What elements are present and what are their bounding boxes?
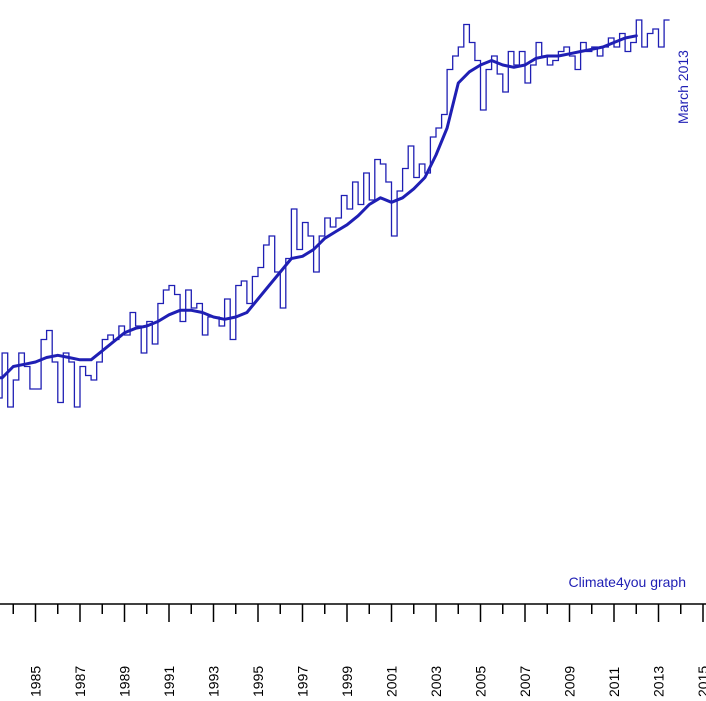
credit-annotation: Climate4you graph <box>568 574 686 590</box>
running-mean-line <box>0 34 638 380</box>
x-tick-label: 1987 <box>72 666 88 697</box>
x-axis: 1983198519871989199119931995199719992001… <box>0 603 706 697</box>
x-tick-label: 2007 <box>517 666 533 697</box>
x-tick-label: 2005 <box>473 666 489 697</box>
x-tick-label: 2011 <box>606 667 622 697</box>
date-annotation: March 2013 <box>675 50 691 124</box>
monthly-step-line <box>0 19 670 408</box>
x-tick-label: 1991 <box>161 666 177 697</box>
x-tick-label: 2015 <box>695 666 706 697</box>
x-tick-label: 1989 <box>117 666 133 697</box>
x-tick-label: 2013 <box>651 666 667 697</box>
x-tick-label: 1999 <box>339 666 355 697</box>
x-tick-label: 1997 <box>295 666 311 697</box>
x-tick-label: 1993 <box>206 666 222 697</box>
x-tick-label: 2001 <box>384 666 400 697</box>
x-tick-label: 1985 <box>28 666 44 697</box>
x-tick-label: 2009 <box>562 666 578 697</box>
plot-area <box>0 19 670 408</box>
x-tick-label: 2003 <box>428 666 444 697</box>
x-tick-label: 1995 <box>250 666 266 697</box>
